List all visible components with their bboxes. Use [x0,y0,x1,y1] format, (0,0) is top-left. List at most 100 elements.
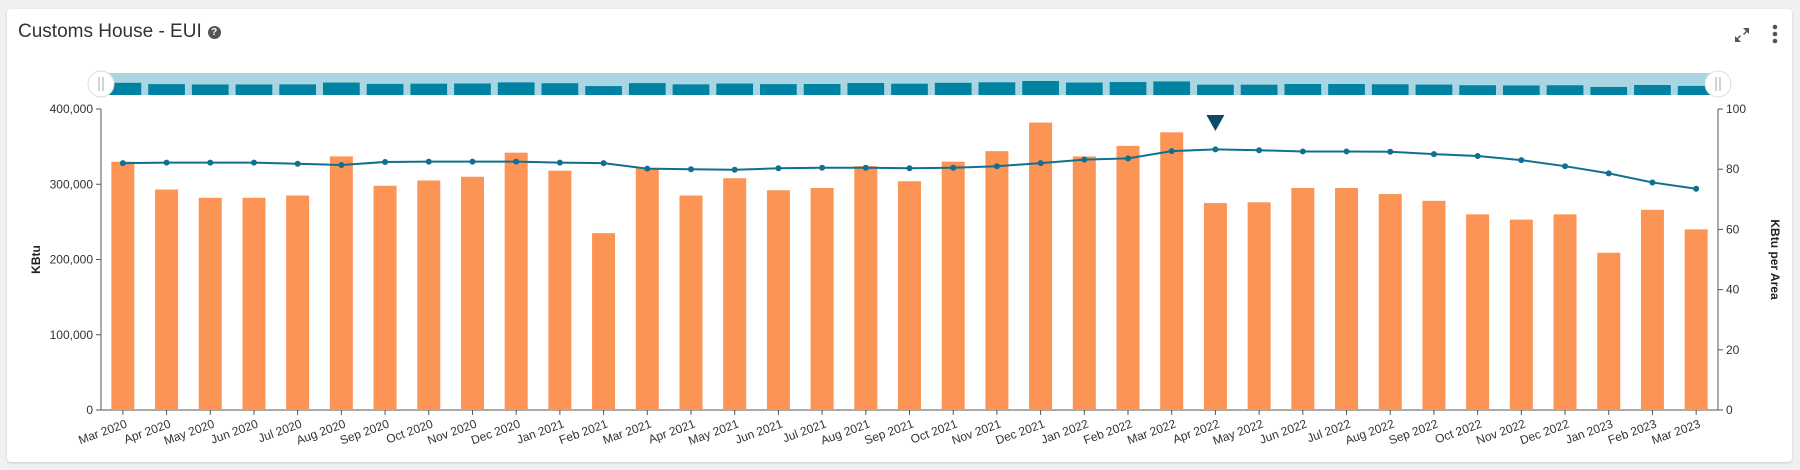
bar-jul-2022[interactable] [1335,188,1359,410]
line-point[interactable] [250,159,257,166]
line-point[interactable] [382,158,389,165]
bar-mar-2023[interactable] [1684,229,1708,410]
bar-nov-2022[interactable] [1509,219,1533,410]
bar-may-2020[interactable] [198,197,222,410]
line-point[interactable] [1212,146,1219,153]
x-tick-label: Jun 2020 [209,417,260,447]
line-point[interactable] [950,164,957,171]
bar-apr-2022[interactable] [1203,203,1227,410]
x-tick-label: May 2022 [1211,417,1266,448]
navigator-bar [1371,84,1409,95]
left-axis-label: KBtu [29,245,43,274]
x-tick-label: Jun 2021 [733,417,784,447]
line-point[interactable] [1081,156,1088,163]
line-point[interactable] [1343,148,1350,155]
line-point[interactable] [600,160,607,167]
line-point[interactable] [1299,148,1306,155]
bar-mar-2020[interactable] [111,161,135,410]
bar-oct-2022[interactable] [1466,214,1490,410]
bar-sep-2022[interactable] [1422,200,1446,410]
x-tick-label: Feb 2022 [1082,417,1135,448]
bar-dec-2021[interactable] [1029,122,1053,411]
help-icon[interactable]: ? [207,25,221,39]
bar-nov-2021[interactable] [985,151,1009,410]
bar-aug-2021[interactable] [854,166,878,410]
line-point[interactable] [687,166,694,173]
chart-title-wrap: Customs House - EUI ? [18,21,221,43]
bar-may-2021[interactable] [723,178,747,410]
line-point[interactable] [207,159,214,166]
bar-nov-2020[interactable] [460,176,484,410]
bar-jun-2022[interactable] [1291,188,1315,410]
bar-oct-2021[interactable] [941,161,965,410]
left-tick-label: 400,000 [50,102,94,116]
right-tick-label: 0 [1726,403,1733,417]
kebab-menu-icon[interactable] [1770,23,1780,45]
navigator-bar [1459,85,1496,95]
navigator-bar [366,83,404,95]
line-point[interactable] [1168,148,1175,155]
expand-icon[interactable] [1732,25,1752,45]
line-point[interactable] [1474,152,1481,159]
line-point[interactable] [906,165,913,172]
line-point[interactable] [1125,155,1132,162]
line-point[interactable] [1605,170,1612,177]
line-point[interactable] [1562,163,1569,170]
bar-feb-2021[interactable] [592,233,616,410]
bar-sep-2021[interactable] [898,181,921,410]
navigator-bar [760,84,797,95]
line-point[interactable] [425,158,432,165]
bar-feb-2023[interactable] [1640,209,1664,410]
line-point[interactable] [294,160,301,167]
navigator-handle-left[interactable] [87,70,115,98]
bar-apr-2021[interactable] [679,195,703,410]
line-point[interactable] [1693,185,1700,192]
x-tick-label: Mar 2023 [1650,417,1703,448]
bar-jun-2021[interactable] [766,190,790,410]
line-point[interactable] [644,165,651,172]
bar-jun-2020[interactable] [242,197,266,410]
line-point[interactable] [862,164,869,171]
x-tick-label: Nov 2021 [950,417,1003,448]
bar-may-2022[interactable] [1247,202,1271,410]
line-point[interactable] [513,158,520,165]
navigator-bar [148,84,185,95]
line-point[interactable] [338,161,345,168]
x-tick-label: Sep 2021 [862,417,915,448]
bar-apr-2020[interactable] [155,189,179,410]
line-point[interactable] [1649,179,1656,186]
bar-dec-2022[interactable] [1553,214,1577,410]
bar-jul-2020[interactable] [286,195,310,410]
line-point[interactable] [556,159,563,166]
bar-jan-2022[interactable] [1072,156,1096,410]
bar-aug-2020[interactable] [329,156,353,410]
navigator-handle-right[interactable] [1704,70,1732,98]
navigator-bar [934,82,972,95]
bar-sep-2020[interactable] [373,185,397,410]
line-point[interactable] [469,158,476,165]
bar-feb-2022[interactable] [1116,145,1140,410]
bar-mar-2022[interactable] [1160,132,1184,410]
line-point[interactable] [993,163,1000,170]
bar-jan-2021[interactable] [548,170,572,410]
line-point[interactable] [1037,160,1044,167]
navigator-bar [978,82,1016,95]
navigator-bar [716,83,754,95]
line-point[interactable] [163,159,170,166]
line-point[interactable] [1518,157,1525,164]
bar-oct-2020[interactable] [417,180,441,410]
line-point[interactable] [119,160,126,167]
bar-mar-2021[interactable] [635,168,659,410]
line-point[interactable] [1256,147,1263,154]
line-point[interactable] [1387,148,1394,155]
bar-dec-2020[interactable] [504,152,528,410]
bar-aug-2022[interactable] [1378,194,1402,410]
x-tick-label: Sep 2020 [338,417,391,448]
navigator-bar [323,82,360,95]
line-point[interactable] [819,164,826,171]
line-point[interactable] [775,165,782,172]
line-point[interactable] [731,166,738,173]
line-point[interactable] [1430,151,1437,158]
bar-jul-2021[interactable] [810,188,834,410]
bar-jan-2023[interactable] [1597,252,1621,410]
